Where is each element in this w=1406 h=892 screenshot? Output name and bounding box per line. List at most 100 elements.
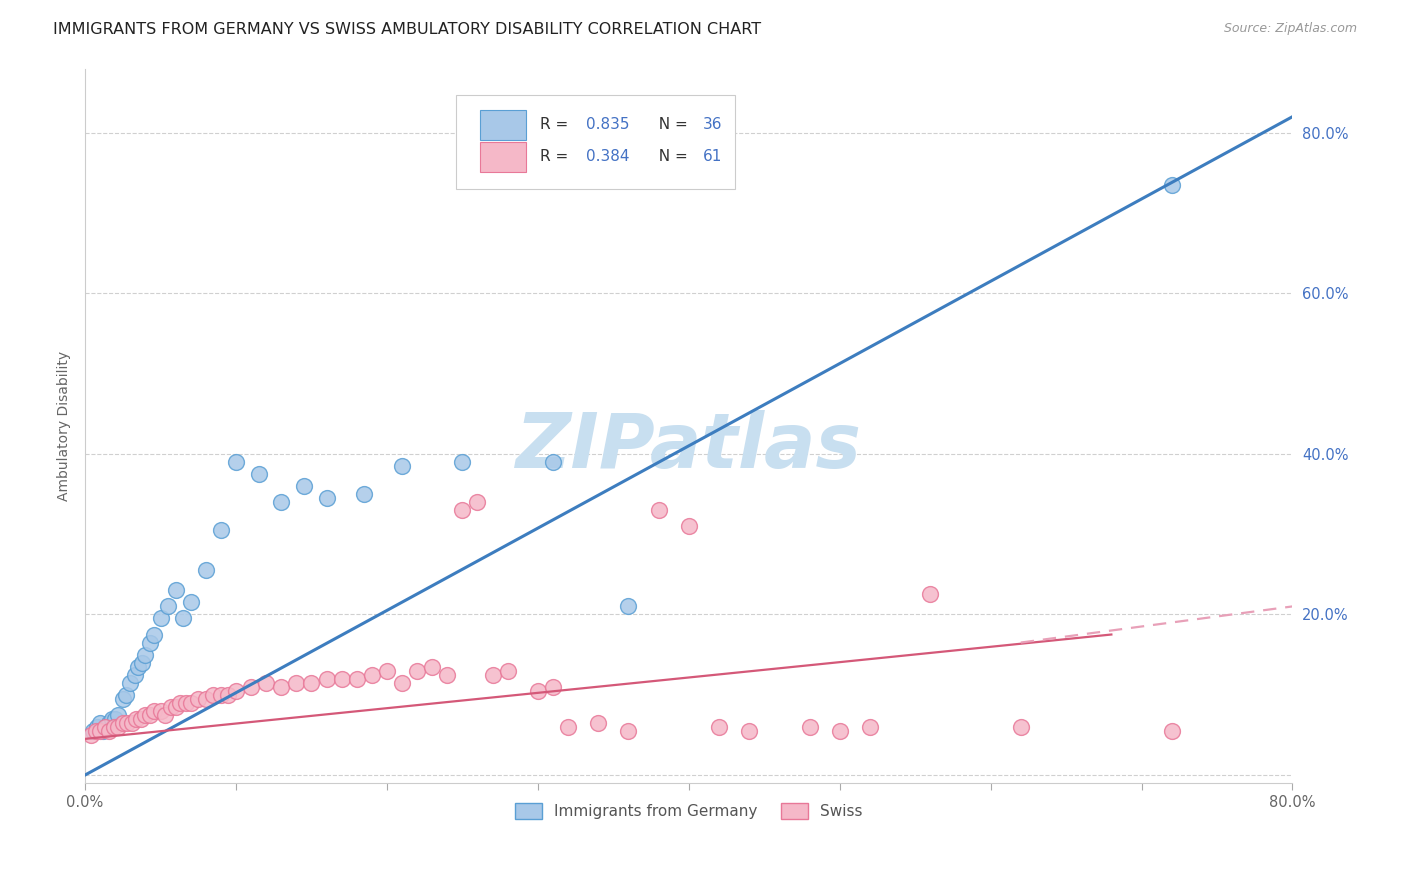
Point	[86, 720, 108, 734]
Point	[127, 659, 149, 673]
Point	[346, 672, 368, 686]
Point	[91, 723, 114, 738]
Point	[1160, 723, 1182, 738]
Point	[194, 691, 217, 706]
Point	[117, 715, 139, 730]
Point	[134, 648, 156, 662]
Point	[541, 680, 564, 694]
Point	[80, 728, 103, 742]
Point	[121, 715, 143, 730]
Point	[149, 704, 172, 718]
Point	[920, 587, 942, 601]
Text: 0.835: 0.835	[586, 117, 630, 132]
Point	[828, 723, 851, 738]
Point	[157, 599, 180, 614]
Y-axis label: Ambulatory Disability: Ambulatory Disability	[58, 351, 72, 500]
Point	[180, 696, 202, 710]
Point	[103, 720, 125, 734]
Point	[301, 675, 323, 690]
Point	[169, 696, 191, 710]
Point	[107, 720, 129, 734]
Point	[160, 699, 183, 714]
Point	[174, 696, 197, 710]
Point	[165, 699, 187, 714]
Point	[202, 688, 225, 702]
Text: 0.384: 0.384	[586, 149, 630, 164]
Point	[96, 720, 118, 734]
Point	[104, 712, 127, 726]
Point	[1010, 720, 1032, 734]
FancyBboxPatch shape	[456, 95, 735, 188]
Point	[467, 495, 489, 509]
Point	[617, 599, 640, 614]
Text: R =: R =	[540, 117, 574, 132]
Point	[375, 664, 398, 678]
Text: ZIPatlas: ZIPatlas	[516, 410, 862, 484]
Point	[82, 723, 104, 738]
Text: Source: ZipAtlas.com: Source: ZipAtlas.com	[1223, 22, 1357, 36]
Point	[270, 680, 292, 694]
FancyBboxPatch shape	[479, 142, 526, 172]
Text: R =: R =	[540, 149, 574, 164]
Point	[292, 479, 315, 493]
Point	[120, 675, 142, 690]
Point	[315, 672, 337, 686]
Point	[93, 720, 115, 734]
Point	[165, 583, 187, 598]
Point	[114, 688, 136, 702]
Point	[678, 519, 700, 533]
Point	[360, 667, 382, 681]
Point	[139, 707, 162, 722]
Point	[172, 611, 194, 625]
Point	[98, 723, 121, 738]
Point	[451, 503, 474, 517]
Point	[254, 675, 277, 690]
Point	[541, 455, 564, 469]
Point	[799, 720, 821, 734]
Point	[187, 691, 209, 706]
Text: N =: N =	[650, 117, 693, 132]
Point	[149, 611, 172, 625]
Point	[89, 723, 111, 738]
Point	[391, 675, 413, 690]
Point	[131, 656, 153, 670]
Point	[496, 664, 519, 678]
Text: IMMIGRANTS FROM GERMANY VS SWISS AMBULATORY DISABILITY CORRELATION CHART: IMMIGRANTS FROM GERMANY VS SWISS AMBULAT…	[53, 22, 762, 37]
Point	[111, 691, 134, 706]
FancyBboxPatch shape	[479, 110, 526, 140]
Point	[134, 707, 156, 722]
Point	[586, 715, 609, 730]
Point	[436, 667, 458, 681]
Point	[451, 455, 474, 469]
Text: 36: 36	[703, 117, 723, 132]
Point	[125, 712, 148, 726]
Point	[557, 720, 579, 734]
Point	[481, 667, 503, 681]
Point	[707, 720, 730, 734]
Point	[738, 723, 761, 738]
Point	[420, 659, 443, 673]
Point	[143, 627, 166, 641]
Text: 61: 61	[703, 149, 723, 164]
Point	[247, 467, 270, 481]
Point	[315, 491, 337, 505]
Point	[209, 523, 232, 537]
Point	[353, 487, 375, 501]
Point	[98, 715, 121, 730]
Point	[101, 712, 124, 726]
Point	[209, 688, 232, 702]
Legend: Immigrants from Germany, Swiss: Immigrants from Germany, Swiss	[509, 797, 869, 825]
Point	[84, 723, 107, 738]
Point	[111, 715, 134, 730]
Point	[129, 712, 152, 726]
Point	[527, 683, 550, 698]
Point	[406, 664, 429, 678]
Point	[647, 503, 669, 517]
Point	[194, 563, 217, 577]
Text: N =: N =	[650, 149, 693, 164]
Point	[270, 495, 292, 509]
Point	[617, 723, 640, 738]
Point	[107, 707, 129, 722]
Point	[1160, 178, 1182, 192]
Point	[225, 683, 247, 698]
